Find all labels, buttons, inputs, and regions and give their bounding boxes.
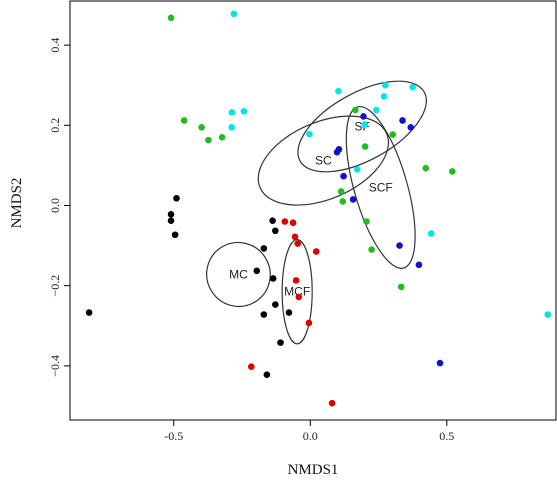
y-tick-label: 0.4 [48, 38, 62, 53]
plot-frame [69, 0, 557, 421]
data-point [295, 293, 303, 301]
y-axis: −0.4 −0.2 0.0 0.2 0.4 [48, 38, 70, 377]
data-point [263, 371, 271, 378]
data-point [389, 131, 397, 138]
data-point [167, 14, 175, 22]
data-point [328, 399, 336, 407]
data-point [167, 217, 175, 225]
data-point [277, 339, 284, 346]
data-point [247, 363, 255, 370]
data-point [253, 267, 261, 275]
data-point [285, 309, 293, 316]
data-point [396, 242, 403, 249]
data-point [306, 130, 313, 138]
data-point [294, 240, 302, 247]
x-tick-label: 0.0 [303, 429, 318, 443]
data-point [260, 245, 268, 252]
data-point [228, 124, 235, 131]
data-point [292, 277, 300, 284]
ellipse-sf [297, 80, 427, 173]
data-point [228, 109, 236, 116]
ellipse-label-mc: MC [229, 267, 248, 281]
data-point [85, 309, 93, 316]
data-point [349, 196, 357, 203]
data-point [269, 275, 277, 282]
data-point [335, 87, 342, 95]
y-tick-label: 0.0 [48, 198, 62, 213]
data-point [339, 198, 347, 205]
y-axis-title: NMDS2 [9, 178, 25, 229]
data-point [361, 143, 369, 150]
y-tick-label: 0.2 [48, 118, 62, 133]
data-point [409, 83, 416, 91]
data-point [272, 227, 279, 235]
data-point [373, 106, 380, 114]
data-point [171, 231, 179, 239]
data-point [340, 172, 347, 180]
data-point [415, 261, 423, 269]
y-tick-label: −0.2 [48, 275, 62, 297]
points-layer [85, 10, 552, 407]
data-point [291, 233, 299, 241]
data-point [305, 319, 313, 327]
data-point [363, 218, 370, 225]
x-tick-label: -0.5 [164, 429, 183, 443]
ellipses-layer: SF SC SCF MC MCF [206, 80, 427, 345]
data-point [337, 188, 345, 195]
x-axis-title: NMDS1 [288, 462, 339, 478]
ellipse-label-sc: SC [315, 154, 332, 168]
data-point [382, 81, 389, 89]
data-point [436, 359, 444, 367]
data-point [289, 219, 297, 227]
data-point [399, 117, 406, 124]
data-point [167, 211, 175, 218]
data-point [269, 217, 276, 225]
data-point [448, 168, 456, 175]
x-tick-label: 0.5 [439, 429, 454, 443]
data-point [281, 218, 289, 225]
data-point [360, 113, 367, 120]
data-point [380, 93, 388, 100]
ellipse-label-mcf: MCF [284, 285, 310, 299]
ellipse-mc [206, 241, 271, 308]
data-point [544, 311, 552, 318]
data-point [272, 301, 279, 308]
data-point [312, 248, 320, 255]
y-tick-label: −0.4 [48, 355, 62, 377]
data-point [407, 124, 415, 131]
data-point [205, 136, 212, 144]
data-point [361, 121, 369, 128]
data-point [240, 107, 248, 115]
ellipse-sc [257, 115, 390, 206]
x-axis: -0.5 0.0 0.5 [164, 420, 454, 443]
data-point [335, 146, 343, 153]
data-point [368, 246, 376, 253]
data-point [353, 166, 361, 173]
data-point [230, 10, 238, 18]
data-point [422, 164, 430, 172]
ellipse-label-sf: SF [354, 119, 369, 133]
ellipse-label-scf: SCF [369, 180, 393, 194]
data-point [198, 124, 205, 131]
data-point [397, 283, 405, 291]
data-point [427, 230, 435, 237]
data-point [352, 106, 359, 114]
ellipse-mcf [281, 238, 313, 345]
data-point [260, 311, 268, 318]
data-point [180, 117, 188, 124]
data-point [173, 194, 180, 202]
data-point [218, 134, 226, 141]
ellipse-scf [345, 105, 416, 269]
